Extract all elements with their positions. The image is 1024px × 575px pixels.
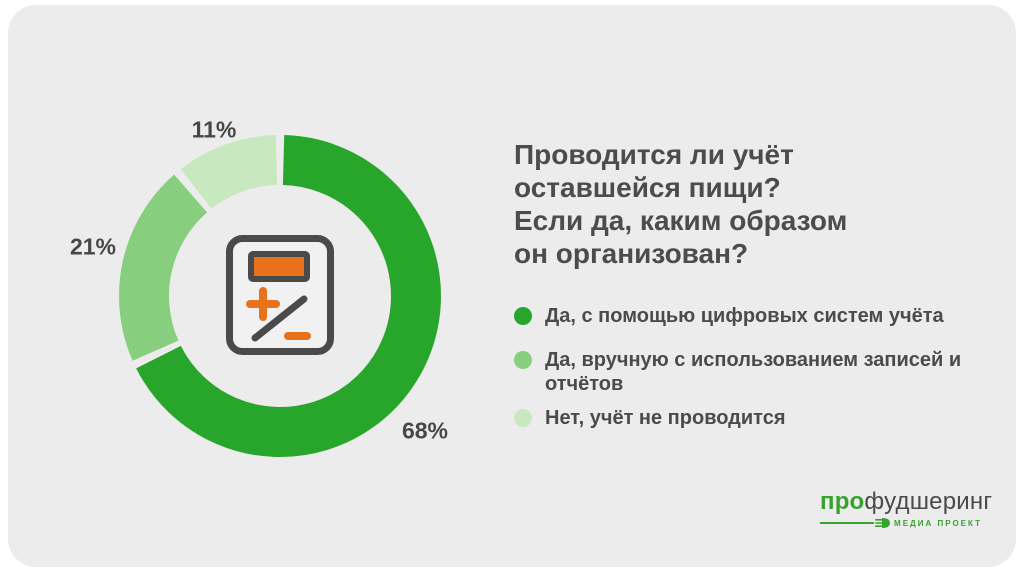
donut-chart-svg (119, 135, 441, 457)
pct-label-digital: 68% (401, 417, 449, 444)
pct-label-none: 11% (191, 116, 237, 143)
legend-item-digital: Да, с помощью цифровых систем учёта (514, 304, 994, 328)
legend-label: Да, с помощью цифровых систем учёта (545, 305, 944, 327)
legend-dot-none (514, 409, 532, 427)
logo-divider-line (820, 522, 875, 524)
donut-segment-2 (180, 135, 278, 210)
brand-tagline: МЕДИА ПРОЕКТ (894, 518, 982, 528)
fork-icon (875, 518, 891, 528)
brand-tagline-row: МЕДИА ПРОЕКТ (820, 517, 982, 529)
brand-logo: профудшеринг МЕДИА ПРОЕКТ (820, 488, 992, 529)
brand-name: профудшеринг (820, 488, 992, 515)
calculator-icon (226, 235, 334, 355)
legend-dot-manual (514, 351, 532, 369)
legend-label: Да, вручную с использованием записей и о… (545, 349, 962, 395)
legend-label: Нет, учёт не проводится (545, 407, 786, 429)
legend: Да, с помощью цифровых систем учёта Да, … (514, 304, 994, 450)
donut-segment-0 (136, 135, 441, 457)
question-title: Проводится ли учёт оставшейся пищи? Если… (514, 139, 848, 269)
pct-label-manual: 21% (69, 233, 117, 260)
legend-item-manual: Да, вручную с использованием записей и о… (514, 348, 994, 396)
legend-item-none: Нет, учёт не проводится (514, 406, 994, 430)
brand-name-prefix: про (820, 488, 865, 515)
brand-name-suffix: фудшеринг (864, 488, 993, 515)
donut-chart (110, 126, 450, 466)
legend-dot-digital (514, 307, 532, 325)
infographic-card: 68% 21% 11% Проводится ли учёт оставшейс… (8, 5, 1016, 567)
donut-segment-1 (119, 174, 208, 361)
